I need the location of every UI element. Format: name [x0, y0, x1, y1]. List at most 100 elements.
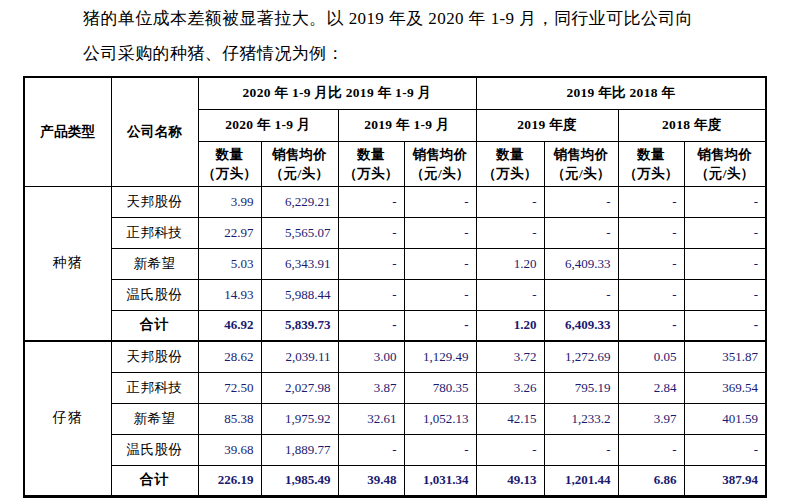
qty-label: 数量	[619, 145, 684, 164]
value-cell: 3.72	[476, 341, 544, 372]
company-cell: 天邦股份	[111, 341, 198, 372]
period-header: 2018 年度	[618, 109, 766, 141]
value-cell: 1,272.69	[544, 341, 618, 372]
value-cell: 3.87	[338, 372, 404, 403]
value-cell: -	[618, 310, 684, 341]
value-cell: 39.48	[338, 465, 404, 496]
value-cell: 14.93	[198, 279, 261, 310]
value-cell: -	[618, 434, 684, 465]
value-cell: 1,201.44	[544, 465, 618, 496]
value-cell: -	[618, 279, 684, 310]
value-cell: 1,031.34	[404, 465, 476, 496]
qty-label: 数量	[339, 145, 404, 164]
table-row: 温氏股份 39.68 1,889.77 - - - - - -	[24, 434, 766, 465]
value-cell: 5,839.73	[261, 310, 338, 341]
table-row-total: 合计 46.92 5,839.73 - - 1.20 6,409.33 - -	[24, 310, 766, 341]
value-cell: -	[618, 186, 684, 217]
value-cell: 2,039.11	[261, 341, 338, 372]
price-label: 销售均价	[545, 145, 618, 164]
value-cell: 369.54	[684, 372, 766, 403]
value-cell: 6,409.33	[544, 248, 618, 279]
price-unit: （元/头）	[685, 164, 766, 183]
price-unit: （元/头）	[405, 164, 476, 183]
col-header-price: 销售均价 （元/头）	[684, 141, 766, 186]
value-cell: -	[684, 217, 766, 248]
qty-unit: （万头）	[619, 164, 684, 183]
company-cell: 温氏股份	[111, 279, 198, 310]
value-cell: 2.84	[618, 372, 684, 403]
value-cell: 6,409.33	[544, 310, 618, 341]
value-cell: 6,229.21	[261, 186, 338, 217]
value-cell: -	[684, 434, 766, 465]
paragraph: 猪的单位成本差额被显著拉大。以 2019 年及 2020 年 1-9 月，同行业…	[83, 1, 693, 71]
company-cell: 正邦科技	[111, 372, 198, 403]
value-cell: 1.20	[476, 310, 544, 341]
value-cell: 3.26	[476, 372, 544, 403]
value-cell: 5,565.07	[261, 217, 338, 248]
company-cell: 温氏股份	[111, 434, 198, 465]
value-cell: -	[404, 186, 476, 217]
value-cell: 46.92	[198, 310, 261, 341]
group-header-2019-vs-2018: 2019 年比 2018 年	[476, 77, 766, 109]
value-cell: 0.05	[618, 341, 684, 372]
qty-unit: （万头）	[199, 164, 261, 183]
value-cell: 1,052.13	[404, 403, 476, 434]
value-cell: -	[404, 434, 476, 465]
value-cell: -	[404, 248, 476, 279]
group-header-2020-vs-2019: 2020 年 1-9 月比 2019 年 1-9 月	[198, 77, 476, 109]
value-cell: -	[476, 279, 544, 310]
col-header-price: 销售均价 （元/头）	[261, 141, 338, 186]
value-cell: 85.38	[198, 403, 261, 434]
value-cell: -	[476, 434, 544, 465]
value-cell: -	[544, 186, 618, 217]
price-label: 销售均价	[405, 145, 476, 164]
value-cell: -	[618, 248, 684, 279]
value-cell: 1.20	[476, 248, 544, 279]
col-header-price: 销售均价 （元/头）	[404, 141, 476, 186]
purchase-comparison-table: 产品类型 公司名称 2020 年 1-9 月比 2019 年 1-9 月 201…	[23, 76, 767, 498]
value-cell: 6,343.91	[261, 248, 338, 279]
paragraph-line: 公司采购的种猪、仔猪情况为例：	[83, 36, 693, 71]
value-cell: -	[544, 217, 618, 248]
col-header-qty: 数量 （万头）	[198, 141, 261, 186]
value-cell: -	[338, 248, 404, 279]
table-row: 仔猪 天邦股份 28.62 2,039.11 3.00 1,129.49 3.7…	[24, 341, 766, 372]
total-label-cell: 合计	[111, 465, 198, 496]
value-cell: -	[404, 217, 476, 248]
value-cell: 5,988.44	[261, 279, 338, 310]
table-row: 正邦科技 72.50 2,027.98 3.87 780.35 3.26 795…	[24, 372, 766, 403]
value-cell: 1,975.92	[261, 403, 338, 434]
col-header-qty: 数量 （万头）	[618, 141, 684, 186]
value-cell: -	[684, 310, 766, 341]
value-cell: 351.87	[684, 341, 766, 372]
value-cell: 22.97	[198, 217, 261, 248]
company-cell: 新希望	[111, 403, 198, 434]
value-cell: 3.99	[198, 186, 261, 217]
value-cell: 49.13	[476, 465, 544, 496]
value-cell: -	[338, 310, 404, 341]
price-label: 销售均价	[262, 145, 338, 164]
table-row-total: 合计 226.19 1,985.49 39.48 1,031.34 49.13 …	[24, 465, 766, 496]
price-unit: （元/头）	[545, 164, 618, 183]
col-header-qty: 数量 （万头）	[476, 141, 544, 186]
col-header-price: 销售均价 （元/头）	[544, 141, 618, 186]
category-cell: 种猪	[24, 186, 111, 341]
value-cell: 2,027.98	[261, 372, 338, 403]
value-cell: 387.94	[684, 465, 766, 496]
table-row: 新希望 5.03 6,343.91 - - 1.20 6,409.33 - -	[24, 248, 766, 279]
value-cell: -	[684, 248, 766, 279]
value-cell: -	[544, 279, 618, 310]
value-cell: 3.00	[338, 341, 404, 372]
price-label: 销售均价	[685, 145, 766, 164]
value-cell: 5.03	[198, 248, 261, 279]
company-cell: 正邦科技	[111, 217, 198, 248]
value-cell: 1,233.2	[544, 403, 618, 434]
value-cell: 3.97	[618, 403, 684, 434]
table-row: 温氏股份 14.93 5,988.44 - - - - - -	[24, 279, 766, 310]
qty-label: 数量	[477, 145, 544, 164]
value-cell: -	[338, 279, 404, 310]
value-cell: -	[476, 186, 544, 217]
value-cell: 795.19	[544, 372, 618, 403]
value-cell: 226.19	[198, 465, 261, 496]
value-cell: 32.61	[338, 403, 404, 434]
